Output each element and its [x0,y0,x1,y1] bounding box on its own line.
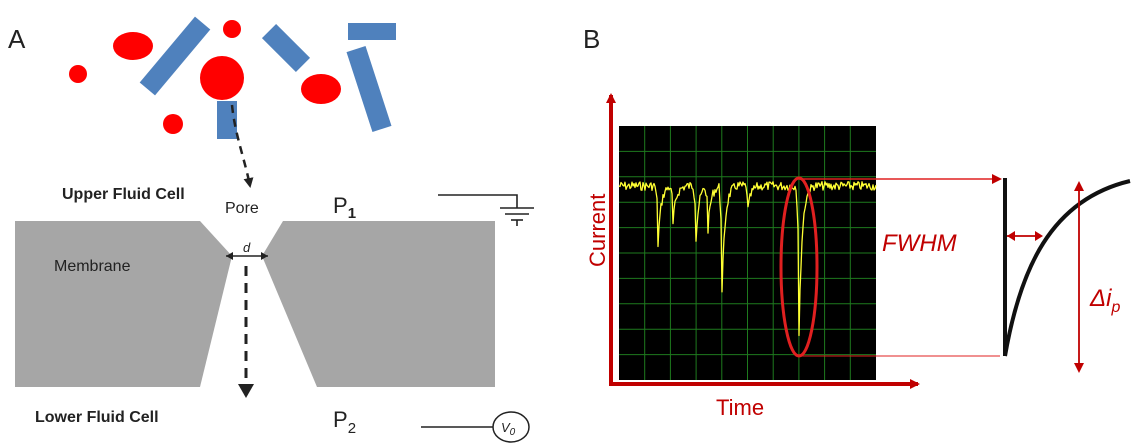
delta-ip-label: Δip [1089,285,1120,316]
p1-label: P1 [333,193,356,222]
membrane-left [15,221,232,387]
rod-particle [346,45,392,133]
membrane-right [262,221,495,387]
voltage-source-icon [421,411,530,443]
fwhm-arrowhead-left [1007,231,1015,241]
membrane-label: Membrane [54,258,131,275]
sphere-particle [301,74,341,104]
sphere-particle [69,65,87,83]
voltage-label: V0 [501,420,516,438]
scope-grid [619,126,876,380]
delta-ip-arrowhead-bottom [1074,363,1084,373]
pore-label: Pore [225,200,259,217]
rod-particle [261,23,311,73]
sphere-particle [163,114,183,134]
rod-particle [348,23,396,40]
entry-path-arrow [230,104,254,188]
lower-fluid-cell-label: Lower Fluid Cell [35,409,159,426]
fwhm-label: FWHM [882,230,957,257]
pore-diameter-indicator [226,252,268,260]
delta-ip-arrowhead-top [1074,181,1084,191]
panel-a-letter: A [8,24,26,54]
fwhm-arrowhead-right [1035,231,1043,241]
sphere-particle [223,20,241,38]
panel-b-letter: B [583,24,600,54]
rod-particle [139,16,211,96]
zoomed-recovery-curve [1003,179,1131,357]
current-trace [618,181,877,337]
y-axis-label: Current [585,194,610,267]
upper-fluid-cell-label: Upper Fluid Cell [62,186,185,203]
ground-icon [438,194,534,226]
diameter-label: d [243,240,251,255]
particles [69,16,396,139]
sphere-particle [200,56,244,100]
x-axis-label: Time [716,395,764,420]
sphere-particle [113,32,153,60]
p2-label: P2 [333,407,356,437]
exit-arrowhead [238,384,254,398]
